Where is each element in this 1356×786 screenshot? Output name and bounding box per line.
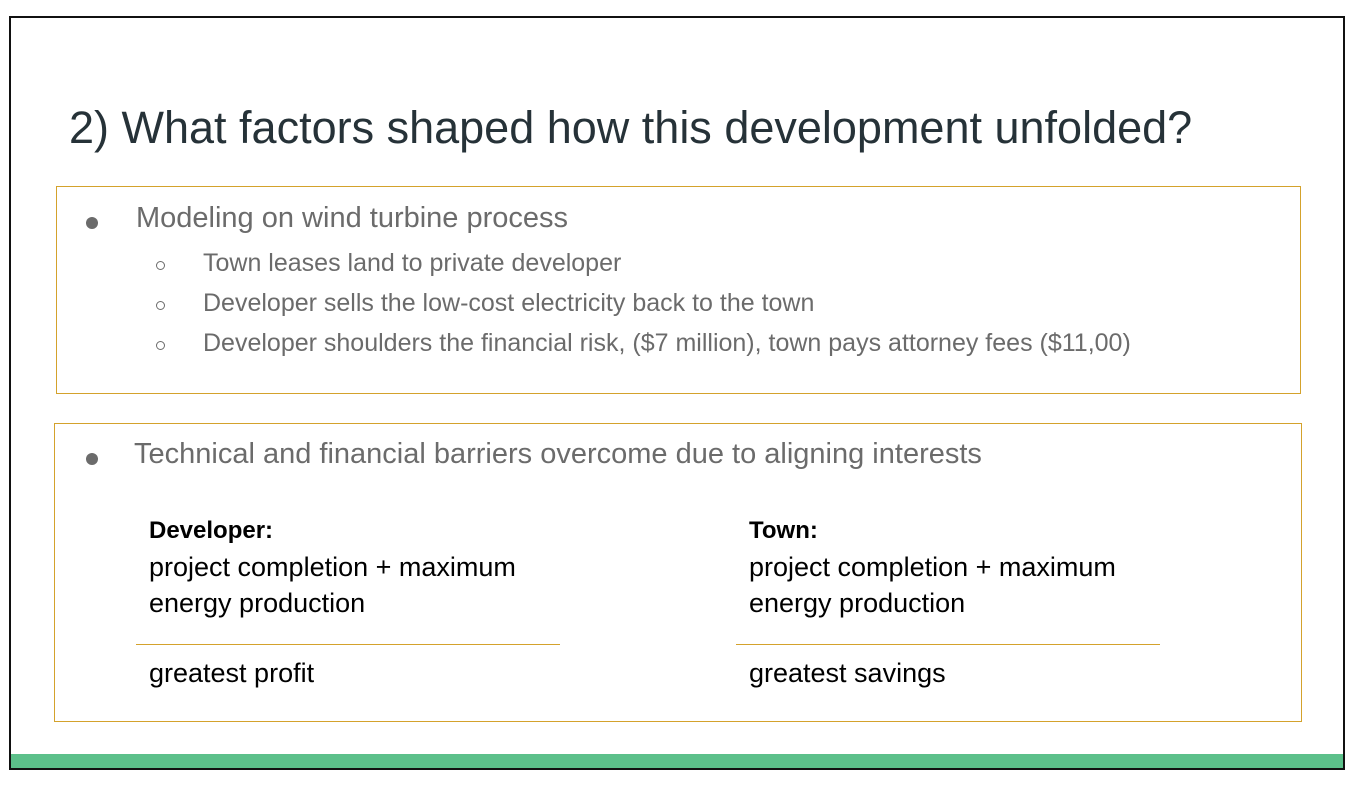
slide-title: 2) What factors shaped how this developm…	[69, 102, 1193, 153]
hollow-bullet-icon	[156, 341, 165, 350]
section-box-wind-turbine-model: Modeling on wind turbine process Town le…	[56, 186, 1301, 394]
hollow-bullet-icon	[156, 301, 165, 310]
developer-goal-line1: project completion + maximum	[149, 552, 516, 582]
sub-item-financial-risk: Developer shoulders the financial risk, …	[203, 329, 1131, 357]
developer-column: Developer: project completion + maximum …	[149, 513, 579, 621]
town-heading: Town:	[749, 517, 818, 544]
town-result: greatest savings	[749, 658, 946, 688]
developer-goal-line2: energy production	[149, 588, 366, 618]
town-divider	[736, 644, 1160, 645]
developer-heading: Developer:	[149, 517, 274, 544]
town-goal-line1: project completion + maximum	[749, 552, 1116, 582]
sub-item-sells-electricity: Developer sells the low-cost electricity…	[203, 289, 815, 317]
town-goal-line2: energy production	[749, 588, 966, 618]
developer-result: greatest profit	[149, 658, 315, 688]
bullet-icon	[86, 453, 98, 465]
slide: 2) What factors shaped how this developm…	[9, 16, 1345, 770]
hollow-bullet-icon	[156, 261, 165, 270]
sub-item-lease: Town leases land to private developer	[203, 249, 622, 277]
section1-bullet-text: Modeling on wind turbine process	[136, 202, 569, 234]
section2-bullet-text: Technical and financial barriers overcom…	[134, 438, 982, 470]
developer-divider	[136, 644, 560, 645]
town-column: Town: project completion + maximum energ…	[749, 513, 1179, 621]
footer-accent-bar	[11, 754, 1343, 768]
bullet-icon	[86, 217, 98, 229]
section-box-aligning-interests: Technical and financial barriers overcom…	[54, 423, 1302, 722]
